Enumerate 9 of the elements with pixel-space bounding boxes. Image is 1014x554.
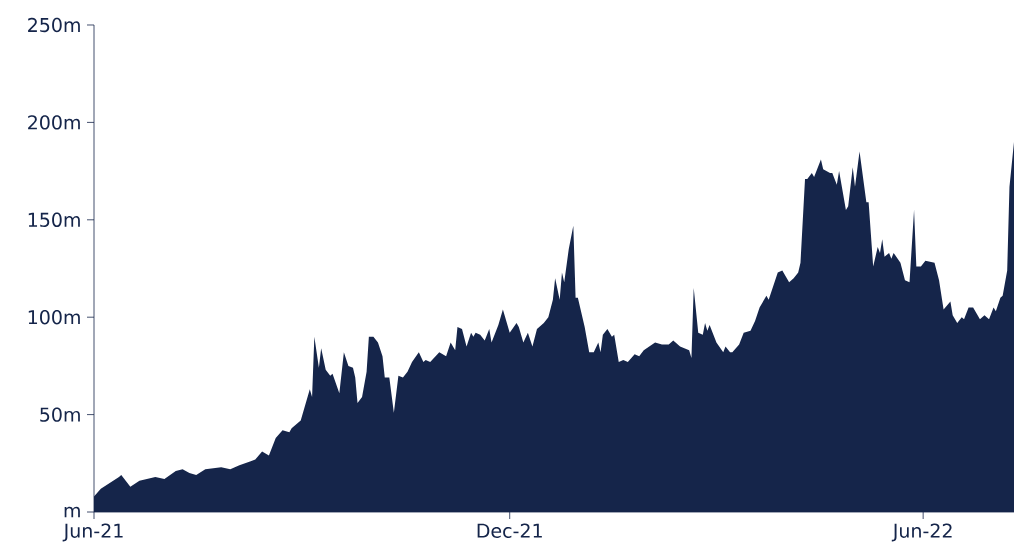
y-tick-label: 150m: [28, 212, 80, 227]
y-tick-label: 250m: [28, 17, 80, 33]
y-tick-label: 200m: [28, 115, 80, 130]
x-tick-label: Jun-22: [891, 523, 952, 542]
y-tick-label: m: [64, 506, 80, 518]
x-tick-label: Jun-21: [62, 523, 123, 542]
y-tick-label: 50m: [40, 407, 80, 422]
y-tick-label: 100m: [28, 310, 80, 325]
x-tick-label: Dec-21: [477, 523, 542, 538]
